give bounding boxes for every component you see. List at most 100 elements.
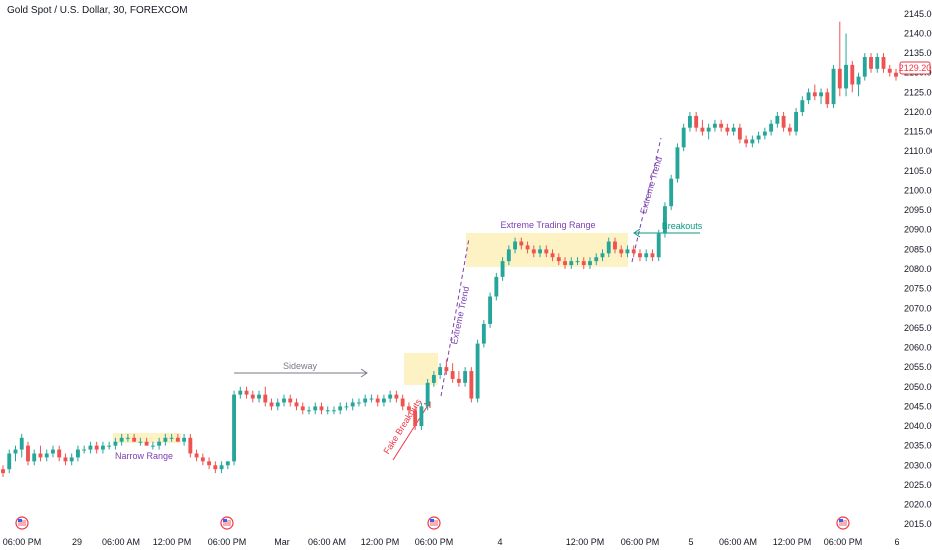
candle-up: [644, 253, 649, 258]
x-tick-label: 12:00 PM: [153, 537, 192, 547]
y-tick-label: 2095.00: [904, 205, 932, 215]
candle-up: [381, 398, 386, 403]
candle-up: [119, 437, 124, 442]
candle-up: [325, 410, 330, 412]
candle-up: [419, 406, 424, 427]
candle-down: [781, 115, 786, 128]
y-tick-label: 2135.00: [904, 48, 932, 58]
candle-down: [519, 241, 524, 246]
candle-up: [257, 394, 261, 399]
candle-down: [300, 406, 305, 411]
candle-up: [775, 115, 780, 124]
candle-up: [7, 453, 12, 470]
y-tick-label: 2090.00: [904, 225, 932, 235]
candle-up: [369, 398, 374, 400]
candle-up: [538, 249, 542, 254]
extreme-trend-line-1: [440, 237, 470, 397]
candle-down: [469, 371, 474, 399]
us-event-flag-icon[interactable]: [220, 516, 234, 530]
candle-down: [631, 249, 636, 254]
y-tick-label: 2070.00: [904, 303, 932, 313]
extreme-trading-range-label: Extreme Trading Range: [500, 220, 595, 230]
candle-up: [88, 445, 93, 450]
x-tick-label: 12:00 PM: [566, 537, 605, 547]
candle-down: [700, 127, 705, 132]
fake-breakout-arrow-line: [392, 401, 431, 461]
candle-up: [44, 453, 49, 458]
candle-up: [225, 461, 230, 466]
candle-down: [144, 441, 149, 446]
candle-up: [806, 92, 811, 101]
us-event-flag-icon[interactable]: [15, 516, 29, 530]
candle-up: [363, 398, 368, 403]
candle-up: [687, 115, 692, 128]
x-tick-label: 06:00 AM: [308, 537, 346, 547]
breakouts-label: Breakouts: [662, 221, 703, 231]
candle-up: [675, 147, 680, 179]
candle-down: [200, 457, 205, 462]
candle-down: [63, 457, 68, 462]
y-tick-label: 2030.00: [904, 460, 932, 470]
candle-down: [544, 249, 549, 254]
candle-up: [107, 445, 112, 447]
y-tick-label: 2120.00: [904, 107, 932, 117]
candle-down: [188, 437, 193, 454]
candle-down: [694, 115, 699, 128]
candle-up: [13, 449, 18, 454]
candle-down: [413, 410, 418, 427]
candle-down: [825, 92, 830, 105]
candle-up: [706, 127, 711, 132]
candle-up: [663, 206, 667, 234]
candle-down: [556, 257, 561, 262]
candle-down: [288, 398, 293, 403]
x-tick-label: 06:00 PM: [3, 537, 42, 547]
candle-down: [244, 390, 249, 395]
x-tick-label: 06:00 PM: [824, 537, 863, 547]
candle-down: [207, 461, 212, 466]
us-event-flag-icon[interactable]: [836, 516, 850, 530]
candle-down: [406, 406, 411, 411]
candle-up: [625, 249, 630, 254]
candle-down: [269, 402, 274, 407]
y-tick-label: 2020.00: [904, 500, 932, 510]
candle-down: [1, 469, 5, 474]
candle-down: [132, 437, 137, 442]
candle-down: [581, 261, 586, 266]
y-tick-label: 2060.00: [904, 343, 932, 353]
candle-up: [656, 233, 661, 258]
candle-down: [563, 261, 567, 266]
candle-up: [575, 261, 580, 263]
candle-up: [232, 394, 236, 462]
x-tick-label: Mar: [274, 537, 290, 547]
candle-down: [650, 253, 655, 258]
candle-down: [812, 92, 817, 97]
sideway-arrow-head: [360, 368, 368, 378]
candle-up: [125, 437, 130, 439]
chart-title: Gold Spot / U.S. Dollar, 30, FOREXCOM: [7, 5, 188, 16]
last-price-box: [899, 61, 931, 75]
x-tick-label: 06:00 PM: [621, 537, 660, 547]
candle-up: [425, 382, 430, 407]
us-event-flag-icon[interactable]: [427, 516, 441, 530]
candle-down: [531, 249, 536, 254]
x-tick-label: 29: [72, 537, 82, 547]
y-tick-label: 2065.00: [904, 323, 932, 333]
last-price-value: 2129.20: [899, 63, 932, 73]
narrow-range-label: Narrow Range: [115, 451, 173, 461]
y-tick-label: 2100.00: [904, 185, 932, 195]
y-tick-label: 2115.00: [904, 127, 932, 137]
candle-up: [69, 457, 74, 462]
y-tick-label: 2025.00: [904, 480, 932, 490]
y-tick-label: 2085.00: [904, 244, 932, 254]
candle-up: [712, 123, 717, 128]
x-tick-label: 5: [688, 537, 693, 547]
candle-down: [787, 127, 792, 132]
candle-up: [275, 402, 280, 407]
candle-down: [450, 371, 455, 379]
event-flag-canton: [430, 519, 434, 522]
candle-up: [182, 437, 187, 442]
candle-down: [250, 394, 255, 399]
candle-up: [762, 131, 767, 136]
candle-down: [38, 453, 43, 458]
